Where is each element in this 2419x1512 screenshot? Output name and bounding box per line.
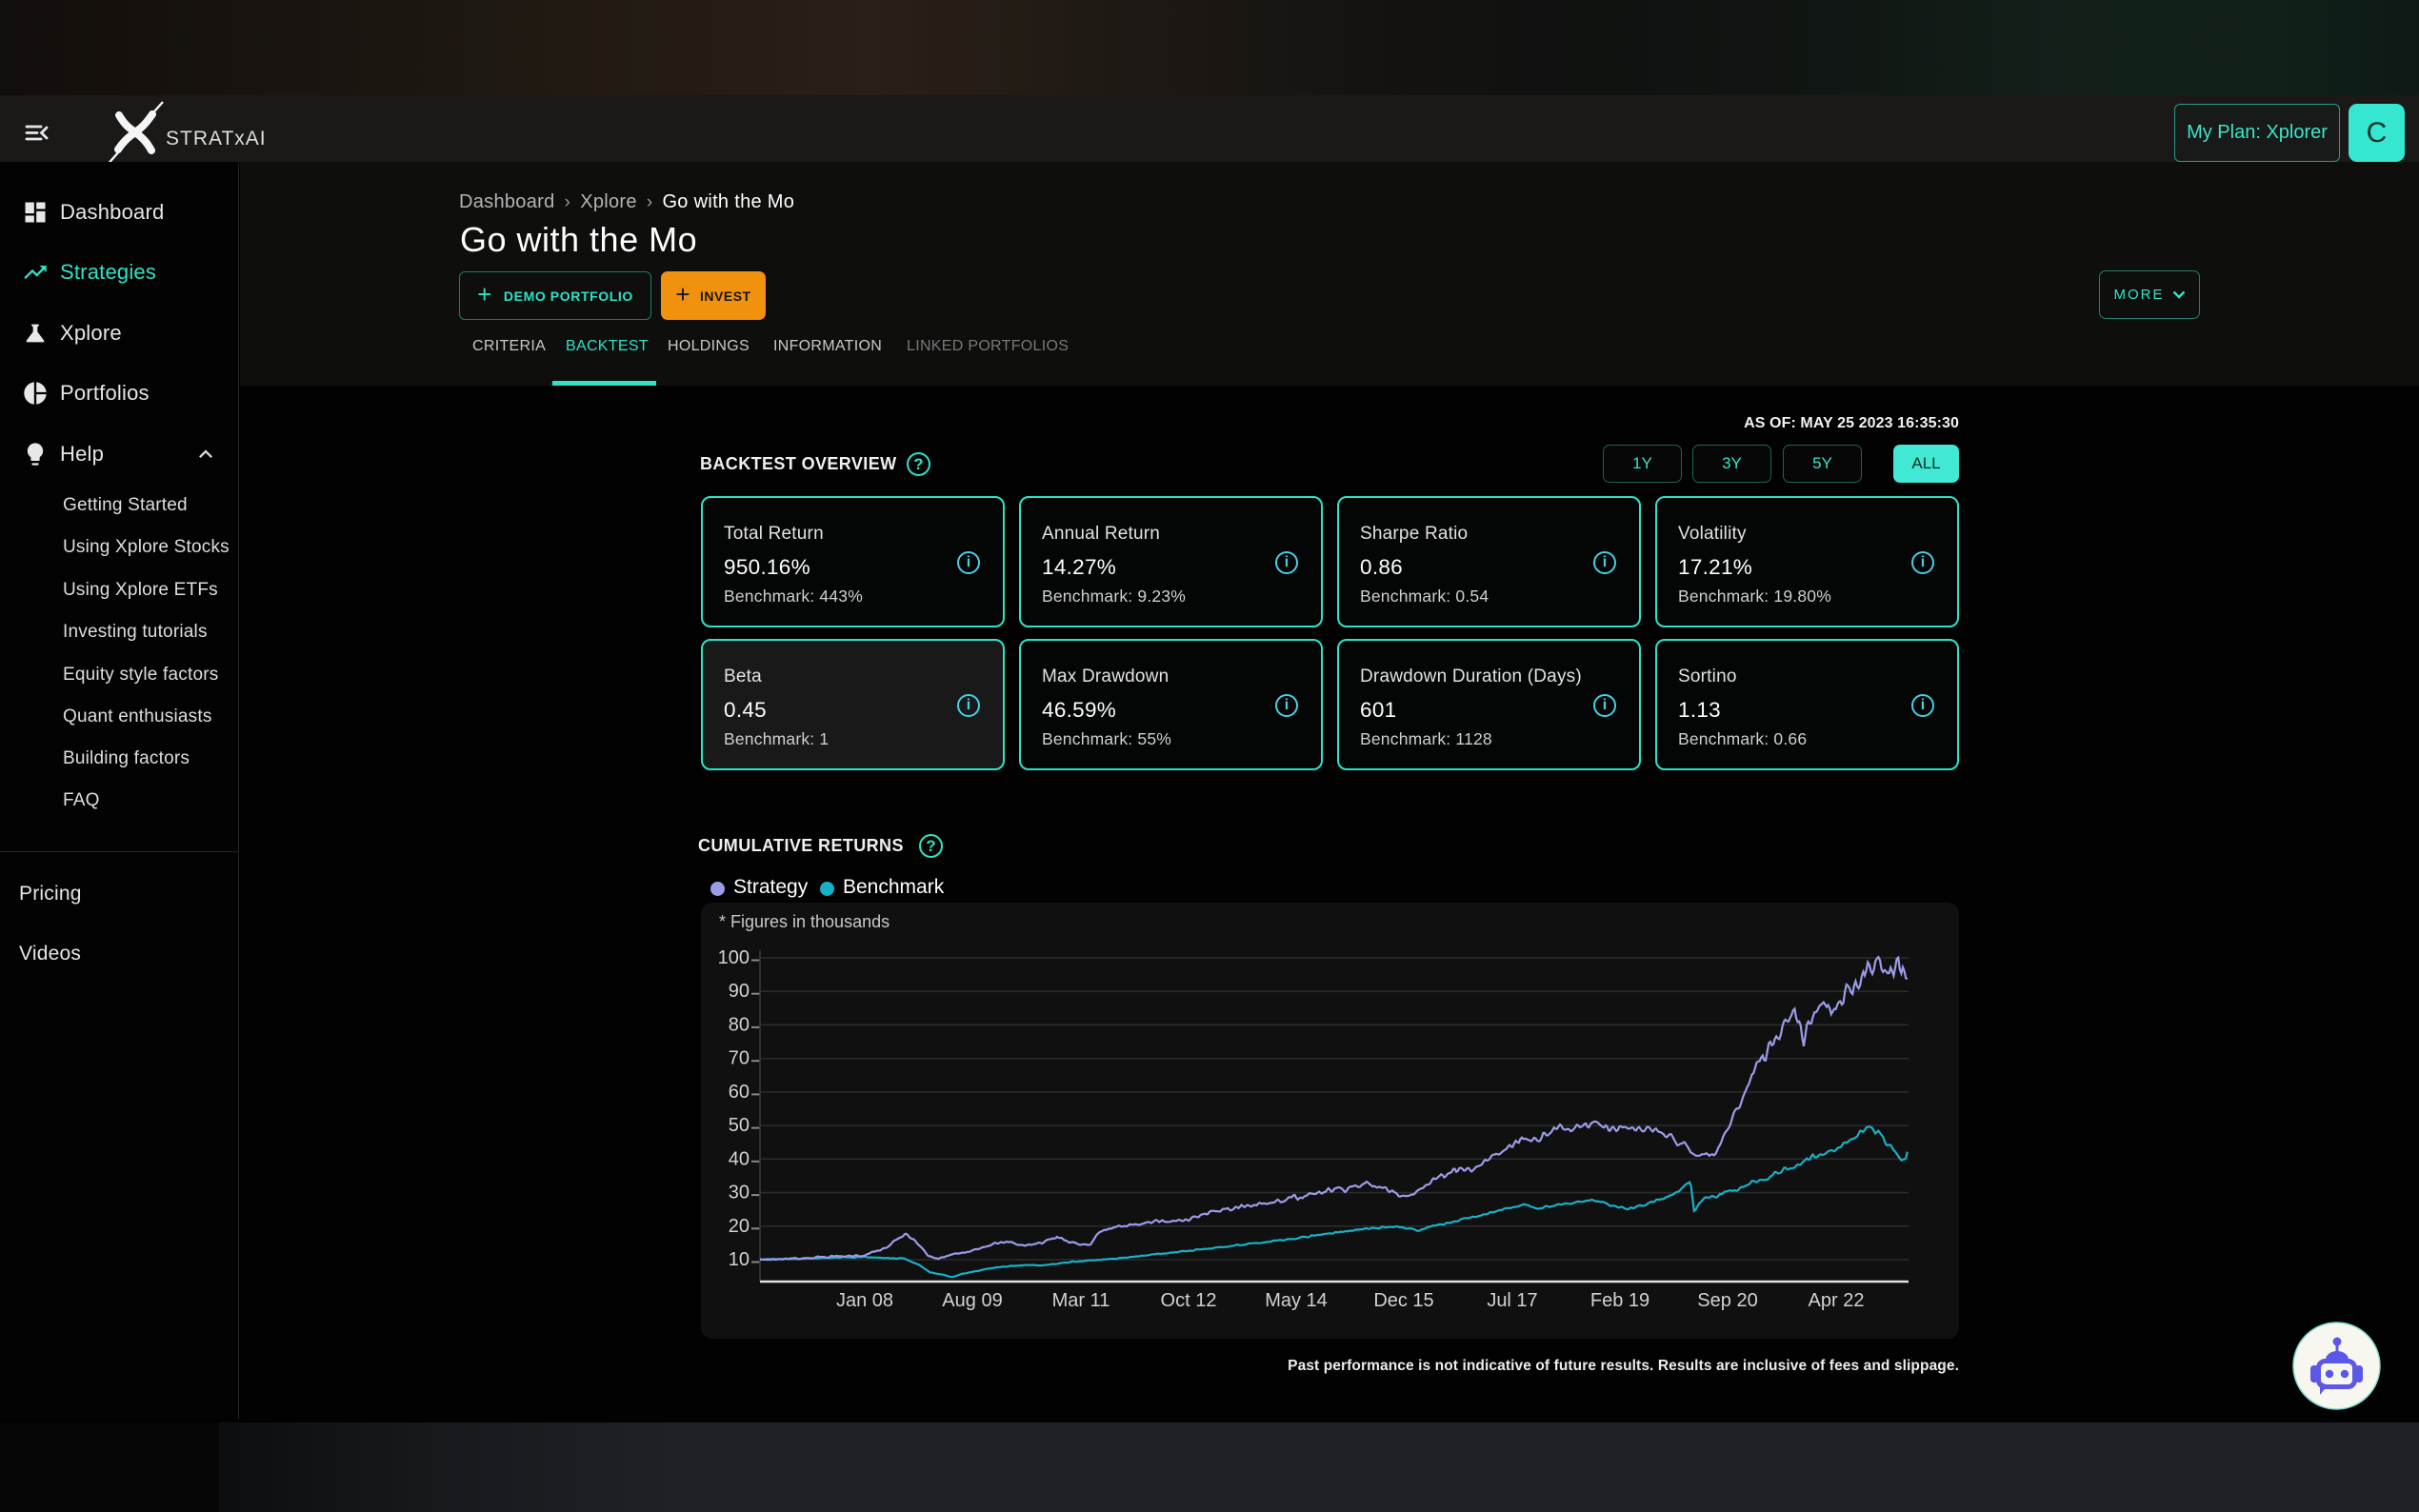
svg-text:Sep 20: Sep 20	[1697, 1290, 1757, 1311]
svg-text:30: 30	[729, 1183, 750, 1204]
svg-text:50: 50	[729, 1115, 750, 1136]
svg-text:Jul 17: Jul 17	[1487, 1290, 1537, 1311]
svg-text:60: 60	[729, 1082, 750, 1103]
svg-text:Apr 22: Apr 22	[1809, 1290, 1865, 1311]
svg-text:Aug 09: Aug 09	[942, 1290, 1002, 1311]
svg-text:80: 80	[729, 1014, 750, 1035]
svg-text:40: 40	[729, 1148, 750, 1169]
svg-text:Feb 19: Feb 19	[1590, 1290, 1649, 1311]
svg-text:10: 10	[729, 1249, 750, 1270]
svg-text:Oct 12: Oct 12	[1161, 1290, 1217, 1311]
svg-text:May 14: May 14	[1265, 1290, 1328, 1311]
svg-text:100: 100	[718, 947, 750, 968]
svg-text:Jan 08: Jan 08	[836, 1290, 893, 1311]
svg-text:70: 70	[729, 1048, 750, 1069]
svg-text:90: 90	[729, 981, 750, 1002]
svg-text:20: 20	[729, 1216, 750, 1237]
svg-text:Dec 15: Dec 15	[1373, 1290, 1433, 1311]
svg-text:Mar 11: Mar 11	[1052, 1290, 1110, 1311]
